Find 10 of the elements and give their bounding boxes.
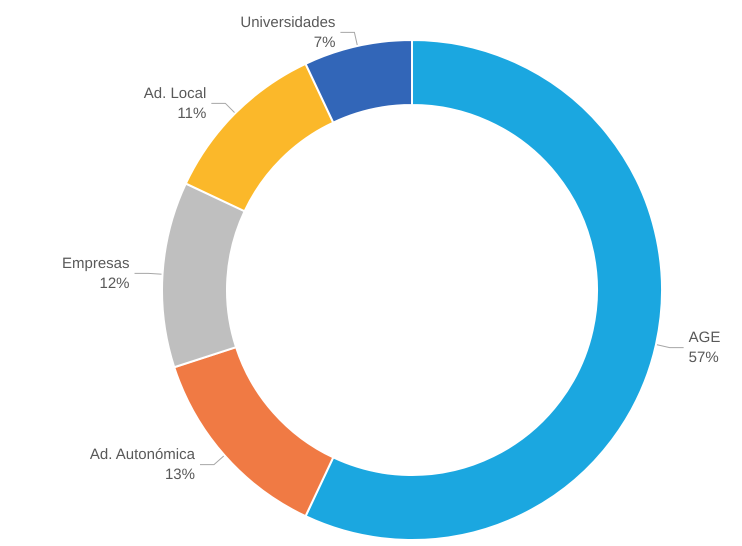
- data-label: 12%: [99, 274, 130, 292]
- slice-label: Ad. Autonómica: [90, 446, 196, 464]
- slice-label: Universidades: [240, 14, 336, 31]
- data-label: 11%: [177, 104, 206, 122]
- data-label: 57%: [688, 349, 719, 366]
- slice-label: Ad. Local: [144, 84, 206, 102]
- slice-label: Empresas: [62, 254, 130, 272]
- data-label: 13%: [164, 466, 195, 484]
- data-label: 7%: [314, 34, 336, 51]
- slice-label: AGE: [688, 329, 720, 346]
